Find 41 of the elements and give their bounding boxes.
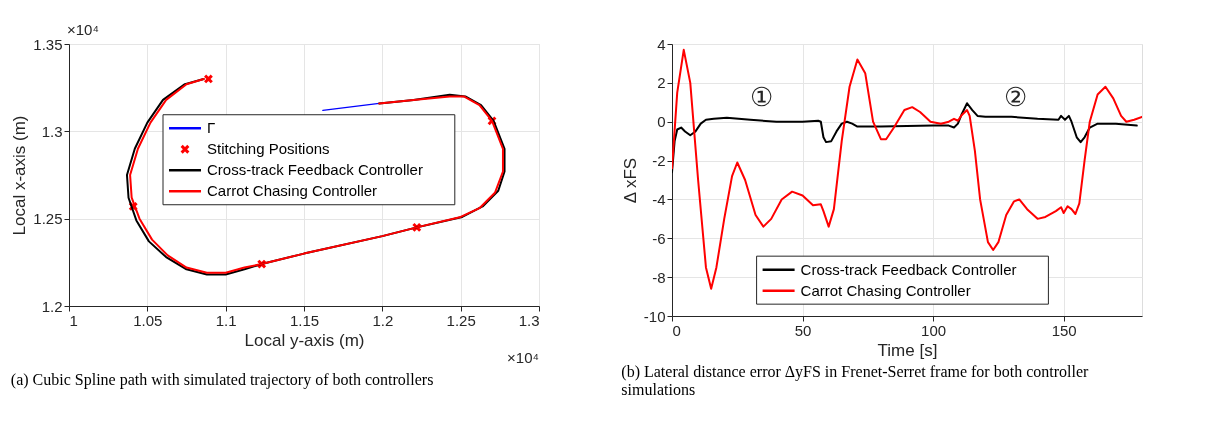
x-tick-label: 0	[672, 321, 681, 339]
legend-label: Cross-track Feedback Controller	[800, 260, 1017, 278]
x-tick-label: 1	[69, 311, 78, 329]
legend-label: Γ	[207, 119, 216, 137]
y-tick-label: 1.2	[41, 297, 63, 315]
x-tick-label: 1.15	[289, 311, 320, 329]
x-tick-label: 1.3	[518, 311, 540, 329]
legend-label: Cross-track Feedback Controller	[207, 161, 423, 179]
y-tick-label: -10	[643, 307, 666, 325]
x-tick-label: 100	[921, 321, 947, 339]
x-tick-label: 1.25	[446, 311, 476, 329]
y-tick-label: -6	[652, 229, 666, 247]
y-axis-title: Δ xFS	[620, 157, 640, 204]
y-tick-label: 1.3	[41, 122, 63, 140]
text: (a) Cubic Spline path with simulated trajectory of both controllers	[10, 371, 434, 389]
y-tick-label: -4	[652, 190, 666, 208]
text: ×10⁴	[507, 349, 539, 366]
point	[256, 259, 267, 269]
text: (b) Lateral distance error ΔyFS in Frenet-Serret frame for both controller simulations	[621, 363, 1089, 398]
x-tick-label: 150	[1051, 321, 1077, 339]
y-tick-label: 2	[657, 74, 666, 92]
x-tick-label: 1.05	[133, 311, 163, 329]
y-axis-title: Local x-axis (m)	[10, 115, 30, 236]
legend-label: Stitching Positions	[207, 140, 330, 158]
y-tick-label: 4	[657, 35, 666, 53]
y-tick-label: 0	[657, 113, 666, 131]
y-tick-label: 1.25	[33, 210, 63, 228]
legend-label: Carrot Chasing Controller	[800, 281, 971, 299]
x-tick-label: 50	[794, 321, 812, 339]
y-tick-label: -8	[652, 268, 666, 286]
x-axis-title: Time [s]	[877, 340, 938, 360]
annotation: ①	[749, 82, 773, 113]
x-axis-title: Local y-axis (m)	[244, 330, 365, 350]
legend-label: Carrot Chasing Controller	[207, 182, 378, 200]
text: ×10⁴	[67, 21, 99, 38]
x-tick-label: 1.2	[372, 311, 394, 329]
x-tick-label: 1.1	[215, 311, 237, 329]
annotation: ②	[1003, 82, 1027, 113]
point	[411, 222, 422, 233]
y-tick-label: 1.35	[33, 35, 63, 53]
y-tick-label: -2	[652, 152, 666, 170]
